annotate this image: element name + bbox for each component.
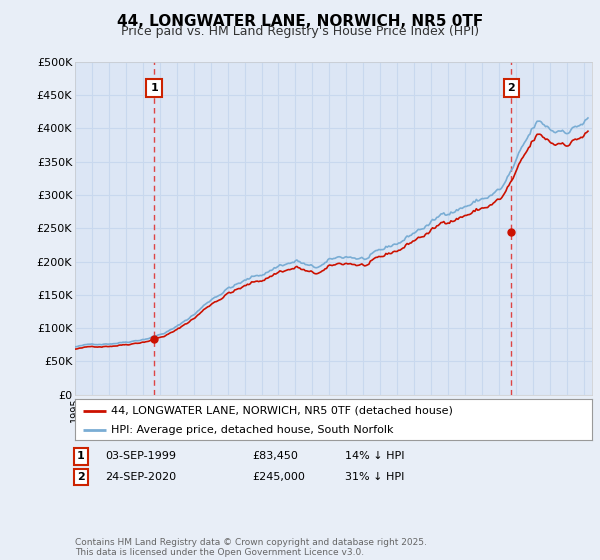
Text: 03-SEP-1999: 03-SEP-1999 bbox=[105, 451, 176, 461]
Text: 1: 1 bbox=[151, 83, 158, 94]
Text: Price paid vs. HM Land Registry's House Price Index (HPI): Price paid vs. HM Land Registry's House … bbox=[121, 25, 479, 38]
Text: 44, LONGWATER LANE, NORWICH, NR5 0TF (detached house): 44, LONGWATER LANE, NORWICH, NR5 0TF (de… bbox=[111, 405, 453, 416]
Text: 2: 2 bbox=[77, 472, 85, 482]
Text: HPI: Average price, detached house, South Norfolk: HPI: Average price, detached house, Sout… bbox=[111, 424, 394, 435]
Text: 44, LONGWATER LANE, NORWICH, NR5 0TF: 44, LONGWATER LANE, NORWICH, NR5 0TF bbox=[117, 14, 483, 29]
Text: £83,450: £83,450 bbox=[252, 451, 298, 461]
Text: Contains HM Land Registry data © Crown copyright and database right 2025.
This d: Contains HM Land Registry data © Crown c… bbox=[75, 538, 427, 557]
Text: 31% ↓ HPI: 31% ↓ HPI bbox=[345, 472, 404, 482]
Text: 1: 1 bbox=[77, 451, 85, 461]
Text: 14% ↓ HPI: 14% ↓ HPI bbox=[345, 451, 404, 461]
Text: 2: 2 bbox=[508, 83, 515, 94]
Text: £245,000: £245,000 bbox=[252, 472, 305, 482]
Text: 24-SEP-2020: 24-SEP-2020 bbox=[105, 472, 176, 482]
